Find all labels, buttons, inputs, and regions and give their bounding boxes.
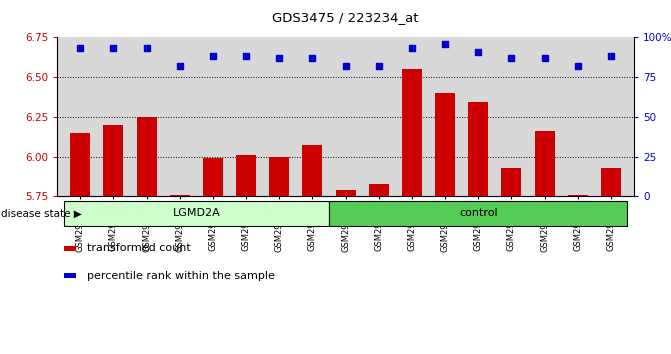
Bar	[137, 117, 156, 196]
Point	[75, 46, 86, 51]
Text: percentile rank within the sample: percentile rank within the sample	[87, 270, 274, 280]
Bar	[535, 131, 554, 196]
Bar	[468, 103, 488, 196]
Point	[340, 63, 351, 69]
Point	[440, 41, 450, 46]
Text: disease state ▶: disease state ▶	[1, 208, 81, 218]
Text: control: control	[459, 208, 497, 218]
Bar	[435, 93, 455, 196]
Point	[407, 46, 417, 51]
Bar	[170, 195, 190, 196]
Point	[572, 63, 583, 69]
Bar	[236, 155, 256, 196]
Bar	[501, 168, 521, 196]
Point	[274, 55, 285, 61]
Point	[174, 63, 185, 69]
Point	[241, 53, 252, 59]
Point	[605, 53, 616, 59]
Bar	[329, 200, 627, 226]
Bar	[203, 158, 223, 196]
Point	[141, 46, 152, 51]
Bar	[402, 69, 422, 196]
Point	[207, 53, 218, 59]
Point	[108, 46, 119, 51]
Bar	[70, 133, 90, 196]
Bar	[369, 184, 389, 196]
Bar	[269, 157, 289, 196]
Bar	[303, 145, 322, 196]
Bar	[64, 200, 329, 226]
Text: LGMD2A: LGMD2A	[172, 208, 220, 218]
Bar	[64, 273, 76, 278]
Point	[539, 55, 550, 61]
Bar	[336, 190, 356, 196]
Point	[373, 63, 384, 69]
Point	[506, 55, 517, 61]
Bar	[103, 125, 123, 196]
Text: transformed count: transformed count	[87, 244, 191, 253]
Point	[473, 48, 484, 54]
Point	[307, 55, 318, 61]
Bar	[601, 168, 621, 196]
Bar	[64, 246, 76, 251]
Bar	[568, 195, 588, 196]
Text: GDS3475 / 223234_at: GDS3475 / 223234_at	[272, 11, 419, 24]
